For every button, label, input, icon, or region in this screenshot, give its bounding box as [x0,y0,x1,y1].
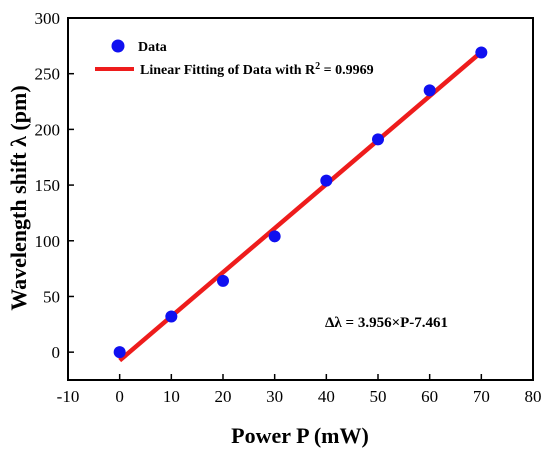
legend: Data Linear Fitting of Data with R2 = 0.… [95,39,374,79]
y-tick-label: 100 [35,232,61,251]
x-tick-label: 50 [370,387,387,406]
y-axis-title: Wavelength shift λ (pm) [6,85,31,310]
x-tick-label: 60 [421,387,438,406]
y-tick-label: 50 [43,287,60,306]
data-point [165,310,178,323]
data-point [113,346,126,359]
data-point [475,46,488,59]
plot-frame [67,17,534,381]
x-tick-label: 70 [473,387,490,406]
y-tick-label: 0 [52,343,61,362]
legend-data-marker [111,39,125,53]
fit-layer [118,50,483,363]
y-tick-label: 250 [35,65,61,84]
data-point [423,84,436,97]
points-layer [113,46,488,359]
data-point [372,133,384,146]
linear-fit-line [118,50,483,363]
x-axis-title: Power P (mW) [231,423,369,448]
fit-equation-annotation: Δλ = 3.956×P-7.461 [325,315,448,331]
x-tick-label: 0 [115,387,124,406]
data-point [320,174,333,187]
legend-fit-label-suffix: = 0.9969 [320,63,373,78]
legend-fit-label-prefix: Linear Fitting of Data with R [140,63,316,78]
data-point [268,230,281,243]
legend-fit-label: Linear Fitting of Data with R2 = 0.9969 [140,61,374,79]
x-tick-label: 10 [163,387,180,406]
y-tick-label: 300 [35,9,61,28]
legend-data-label: Data [138,40,167,55]
x-tick-label: 20 [215,387,232,406]
x-tick-label: 80 [525,387,542,406]
legend-fit-label-sup: 2 [315,61,320,72]
x-tick-label: 30 [266,387,283,406]
x-tick-label: 40 [318,387,335,406]
y-tick-label: 150 [35,176,61,195]
y-tick-label: 200 [35,120,61,139]
x-tick-label: -10 [57,387,80,406]
data-point [217,274,229,287]
